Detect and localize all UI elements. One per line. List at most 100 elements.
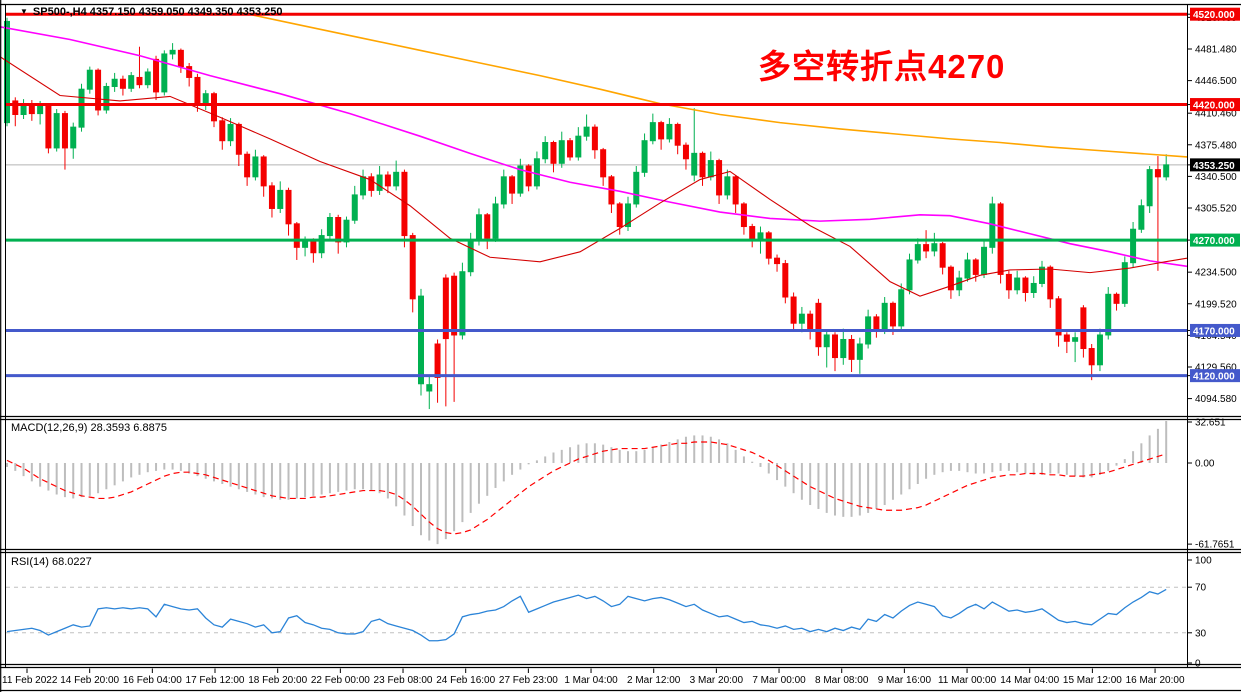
time-tick-label: 11 Feb 2022 [2, 675, 58, 686]
rsi-tick-label: 30 [1195, 628, 1207, 639]
candle-body [782, 263, 789, 298]
time-axis[interactable]: 11 Feb 2022 14 Feb 20:00 16 Feb 04:00 17 Fe… [2, 668, 1185, 687]
time-tick-label: 15 Mar 12:00 [1063, 675, 1122, 686]
candle-body [591, 126, 598, 151]
macd-panel: 32.651 0.00 -61.7651 [6, 418, 1235, 551]
candle-body [219, 120, 226, 142]
candle-body [194, 76, 201, 106]
candle-body [103, 85, 110, 111]
candle-body [37, 105, 44, 115]
time-tick-label: 7 Mar 00:00 [752, 675, 806, 686]
candle-body [119, 78, 126, 89]
candle-body [500, 176, 507, 205]
candle-body [451, 275, 458, 336]
price-badge [1190, 369, 1240, 383]
candle-body [691, 152, 698, 176]
candle-body [542, 142, 549, 160]
candle-body [914, 244, 921, 261]
candle-body [318, 235, 325, 254]
candle-body [947, 266, 954, 291]
time-tick-label: 23 Feb 08:00 [374, 675, 433, 686]
candle-body [401, 171, 408, 237]
candle-body [873, 316, 880, 331]
candle-body [86, 69, 93, 90]
price-badge [1190, 158, 1240, 172]
candle-body [70, 126, 77, 149]
price-tick-label: 4199.520 [1195, 299, 1237, 310]
candle-body [376, 174, 383, 191]
candle-body [575, 135, 582, 158]
candle-body [906, 259, 913, 291]
time-tick-label: 16 Mar 20:00 [1126, 675, 1185, 686]
candle-body [981, 246, 988, 275]
macd-tick-label: -61.7651 [1195, 540, 1235, 551]
candle-body [459, 271, 466, 336]
candle-body [666, 123, 673, 140]
time-tick-label: 22 Feb 00:00 [311, 675, 370, 686]
candle-body [4, 20, 10, 124]
candle-body [749, 226, 756, 241]
ma-slow-orange-line [239, 11, 1188, 158]
candle-body [186, 66, 193, 78]
candle-body [558, 140, 565, 164]
candle-body [682, 144, 689, 160]
candle-body [384, 174, 391, 187]
candle-body [1130, 228, 1137, 264]
candle-body [1163, 164, 1170, 178]
candle-body [765, 232, 772, 259]
macd-tick-label: 32.651 [1195, 418, 1226, 429]
candle-body [840, 338, 847, 359]
price-tick-label: 4234.500 [1195, 268, 1237, 279]
candle-body [1022, 277, 1029, 293]
candle-body [1030, 282, 1037, 293]
candle-body [616, 203, 623, 228]
candle-body [583, 126, 590, 137]
time-tick-label: 18 Feb 20:00 [248, 675, 307, 686]
candle-body [774, 257, 781, 265]
candle-body [1146, 169, 1153, 207]
price-tick-label: 4481.480 [1195, 45, 1237, 56]
price-tick-label: 4375.480 [1195, 140, 1237, 151]
macd-signal-line [6, 441, 1167, 535]
time-tick-label: 2 Mar 12:00 [627, 675, 681, 686]
price-tick-label: 4340.500 [1195, 172, 1237, 183]
candle-body [1088, 348, 1095, 366]
candle-body [1121, 262, 1128, 304]
candle-body [724, 176, 731, 196]
time-tick-label: 17 Feb 12:00 [186, 675, 245, 686]
candle-body [641, 140, 648, 173]
candle-body [78, 88, 85, 128]
candle-body [12, 100, 19, 115]
candle-body [633, 171, 640, 205]
time-tick-label: 3 Mar 20:00 [690, 675, 744, 686]
candle-body [326, 217, 333, 237]
candle-body [1113, 293, 1120, 304]
price-tick-label: 4446.500 [1195, 76, 1237, 87]
candle-body [881, 302, 888, 331]
candle-body [972, 259, 979, 275]
ma-fast-red-line [0, 56, 1188, 297]
candle-body [533, 158, 540, 187]
candle-body [351, 194, 358, 221]
price-axis[interactable]: 4516.4604481.4804446.5004410.4604375.480… [1187, 7, 1240, 405]
candle-body [293, 223, 300, 248]
candle-body [931, 243, 938, 252]
candle-body [244, 153, 251, 178]
candle-body [1080, 307, 1087, 350]
price-badge-label: 4120.000 [1193, 372, 1235, 383]
candle-body [202, 93, 209, 106]
candle-body [128, 75, 135, 89]
candle-body [600, 149, 607, 178]
candle-body [393, 171, 400, 187]
time-tick-label: 14 Feb 20:00 [60, 675, 119, 686]
candle-body [211, 93, 217, 122]
candle-body [674, 123, 681, 146]
candle-body [235, 123, 242, 155]
candle-body [790, 296, 797, 324]
macd-tick-label: 0.00 [1195, 459, 1215, 470]
candle-body [732, 176, 739, 205]
candle-body [517, 165, 524, 194]
candle-body [1047, 266, 1054, 300]
